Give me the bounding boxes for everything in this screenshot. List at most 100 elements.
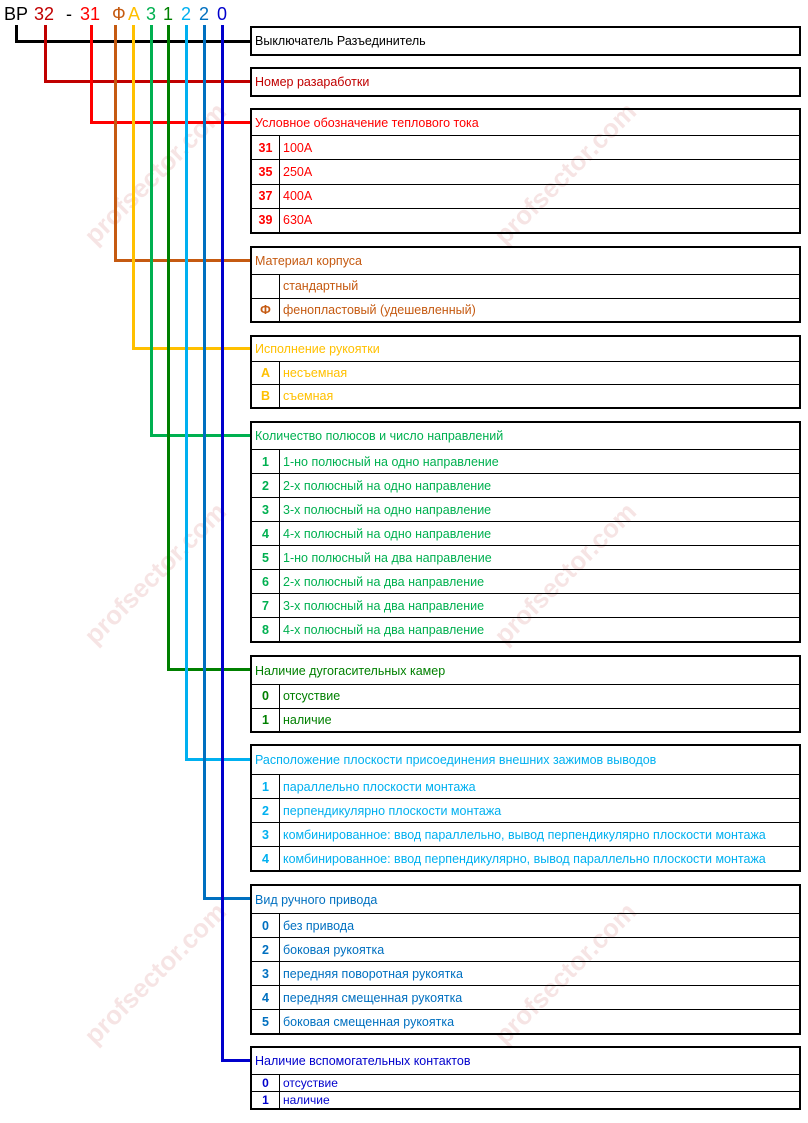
- code-part: -: [66, 4, 72, 24]
- row-description: 250А: [283, 164, 313, 179]
- section-title: Вид ручного привода: [252, 886, 799, 914]
- row-description: 2-х полюсный на одно направление: [283, 478, 492, 493]
- row-code: 0: [252, 1075, 280, 1091]
- row-code: [252, 275, 280, 298]
- section-table: Выключатель Разъединитель: [250, 26, 801, 56]
- connector-vertical: [15, 25, 18, 43]
- row-code: 3: [252, 823, 280, 846]
- row-description: 4-х полюсный на одно направление: [283, 526, 492, 541]
- row-code: 2: [252, 938, 280, 961]
- table-row: 1 наличие: [252, 708, 799, 731]
- row-description: несъемная: [283, 366, 348, 380]
- row-description: 630А: [283, 213, 313, 228]
- connector-vertical: [203, 25, 206, 900]
- row-code: 7: [252, 594, 280, 617]
- row-code: 4: [252, 986, 280, 1009]
- row-description: 3-х полюсный на два направление: [283, 598, 485, 613]
- table-row: 1 1-но полюсный на одно направление: [252, 450, 799, 474]
- section-title: Наличие вспомогательных контактов: [252, 1048, 799, 1075]
- connector-horizontal: [150, 434, 250, 437]
- section-table: Количество полюсов и число направлений 1 1…: [250, 421, 801, 643]
- row-code: 2: [252, 474, 280, 497]
- row-code: 0: [252, 914, 280, 937]
- section-title: Наличие дугогасительных камер: [252, 657, 799, 685]
- row-description: передняя поворотная рукоятка: [283, 966, 463, 981]
- code-part: 1: [163, 4, 174, 24]
- row-code: 4: [252, 847, 280, 870]
- connector-vertical: [44, 25, 47, 83]
- code-part: 0: [217, 4, 228, 24]
- row-code: В: [252, 385, 280, 407]
- watermark-text: profsector.com: [78, 96, 233, 251]
- row-description: параллельно плоскости монтажа: [283, 779, 476, 794]
- table-row: 3 передняя поворотная рукоятка: [252, 962, 799, 986]
- row-description: 2-х полюсный на два направление: [283, 574, 485, 589]
- row-description: без привода: [283, 918, 355, 933]
- row-code: 39: [252, 208, 280, 232]
- table-row: 0 отсуствие: [252, 1075, 799, 1092]
- table-row: 8 4-х полюсный на два направление: [252, 618, 799, 641]
- row-description: комбинированное: ввод параллельно, вывод…: [283, 827, 766, 842]
- section-title: Условное обозначение теплового тока: [252, 110, 799, 136]
- table-row: 0 без привода: [252, 914, 799, 938]
- section-table: Вид ручного привода 0 без привода 2 боковая …: [250, 884, 801, 1035]
- connector-horizontal: [132, 347, 250, 350]
- table-row: 5 боковая смещенная рукоятка: [252, 1010, 799, 1033]
- connector-horizontal: [44, 80, 250, 83]
- connector-vertical: [185, 25, 188, 761]
- section-table: Условное обозначение теплового тока 31 100…: [250, 108, 801, 234]
- row-description: 100А: [283, 140, 313, 155]
- table-row: 31 100А: [252, 136, 799, 161]
- row-code: 35: [252, 160, 280, 184]
- connector-horizontal: [185, 758, 250, 761]
- row-code: 1: [252, 708, 280, 731]
- row-code: 1: [252, 1092, 280, 1108]
- row-code: 37: [252, 184, 280, 208]
- row-description: 1-но полюсный на два направление: [283, 550, 492, 565]
- row-code: 0: [252, 685, 280, 708]
- table-row: 2 боковая рукоятка: [252, 938, 799, 962]
- table-row: 37 400А: [252, 184, 799, 209]
- row-code: 1: [252, 775, 280, 798]
- row-description: съемная: [283, 389, 334, 403]
- row-description: отсуствие: [283, 689, 341, 704]
- table-row: 0 отсуствие: [252, 685, 799, 709]
- table-row: 5 1-но полюсный на два направление: [252, 546, 799, 570]
- row-description: стандартный: [283, 279, 359, 294]
- table-row: стандартный: [252, 275, 799, 299]
- row-code: 3: [252, 962, 280, 985]
- connector-horizontal: [203, 897, 250, 900]
- row-description: наличие: [283, 1093, 330, 1107]
- connector-vertical: [150, 25, 153, 437]
- table-row: 2 перпендикулярно плоскости монтажа: [252, 799, 799, 823]
- code-part: 2: [199, 4, 210, 24]
- table-row: 4 комбинированное: ввод перпендикулярно, …: [252, 847, 799, 870]
- table-row: 6 2-х полюсный на два направление: [252, 570, 799, 594]
- row-code: 5: [252, 546, 280, 569]
- row-description: 400А: [283, 189, 313, 204]
- row-code: 6: [252, 570, 280, 593]
- row-description: 3-х полюсный на одно направление: [283, 502, 492, 517]
- row-description: перпендикулярно плоскости монтажа: [283, 803, 502, 818]
- row-code: Ф: [252, 298, 280, 321]
- section-title: Количество полюсов и число направлений: [252, 423, 799, 450]
- row-description: наличие: [283, 712, 332, 727]
- table-row: 4 передняя смещенная рукоятка: [252, 986, 799, 1010]
- section-table: Номер разаработки: [250, 67, 801, 97]
- code-part: 31: [80, 4, 101, 24]
- row-code: 3: [252, 498, 280, 521]
- row-code: 4: [252, 522, 280, 545]
- connector-horizontal: [114, 259, 250, 262]
- connector-horizontal: [167, 668, 250, 671]
- code-part: А: [128, 4, 141, 24]
- table-row: 7 3-х полюсный на два направление: [252, 594, 799, 618]
- row-description: боковая рукоятка: [283, 942, 385, 957]
- table-row: 4 4-х полюсный на одно направление: [252, 522, 799, 546]
- row-code: 2: [252, 799, 280, 822]
- section-title: Выключатель Разъединитель: [255, 34, 426, 48]
